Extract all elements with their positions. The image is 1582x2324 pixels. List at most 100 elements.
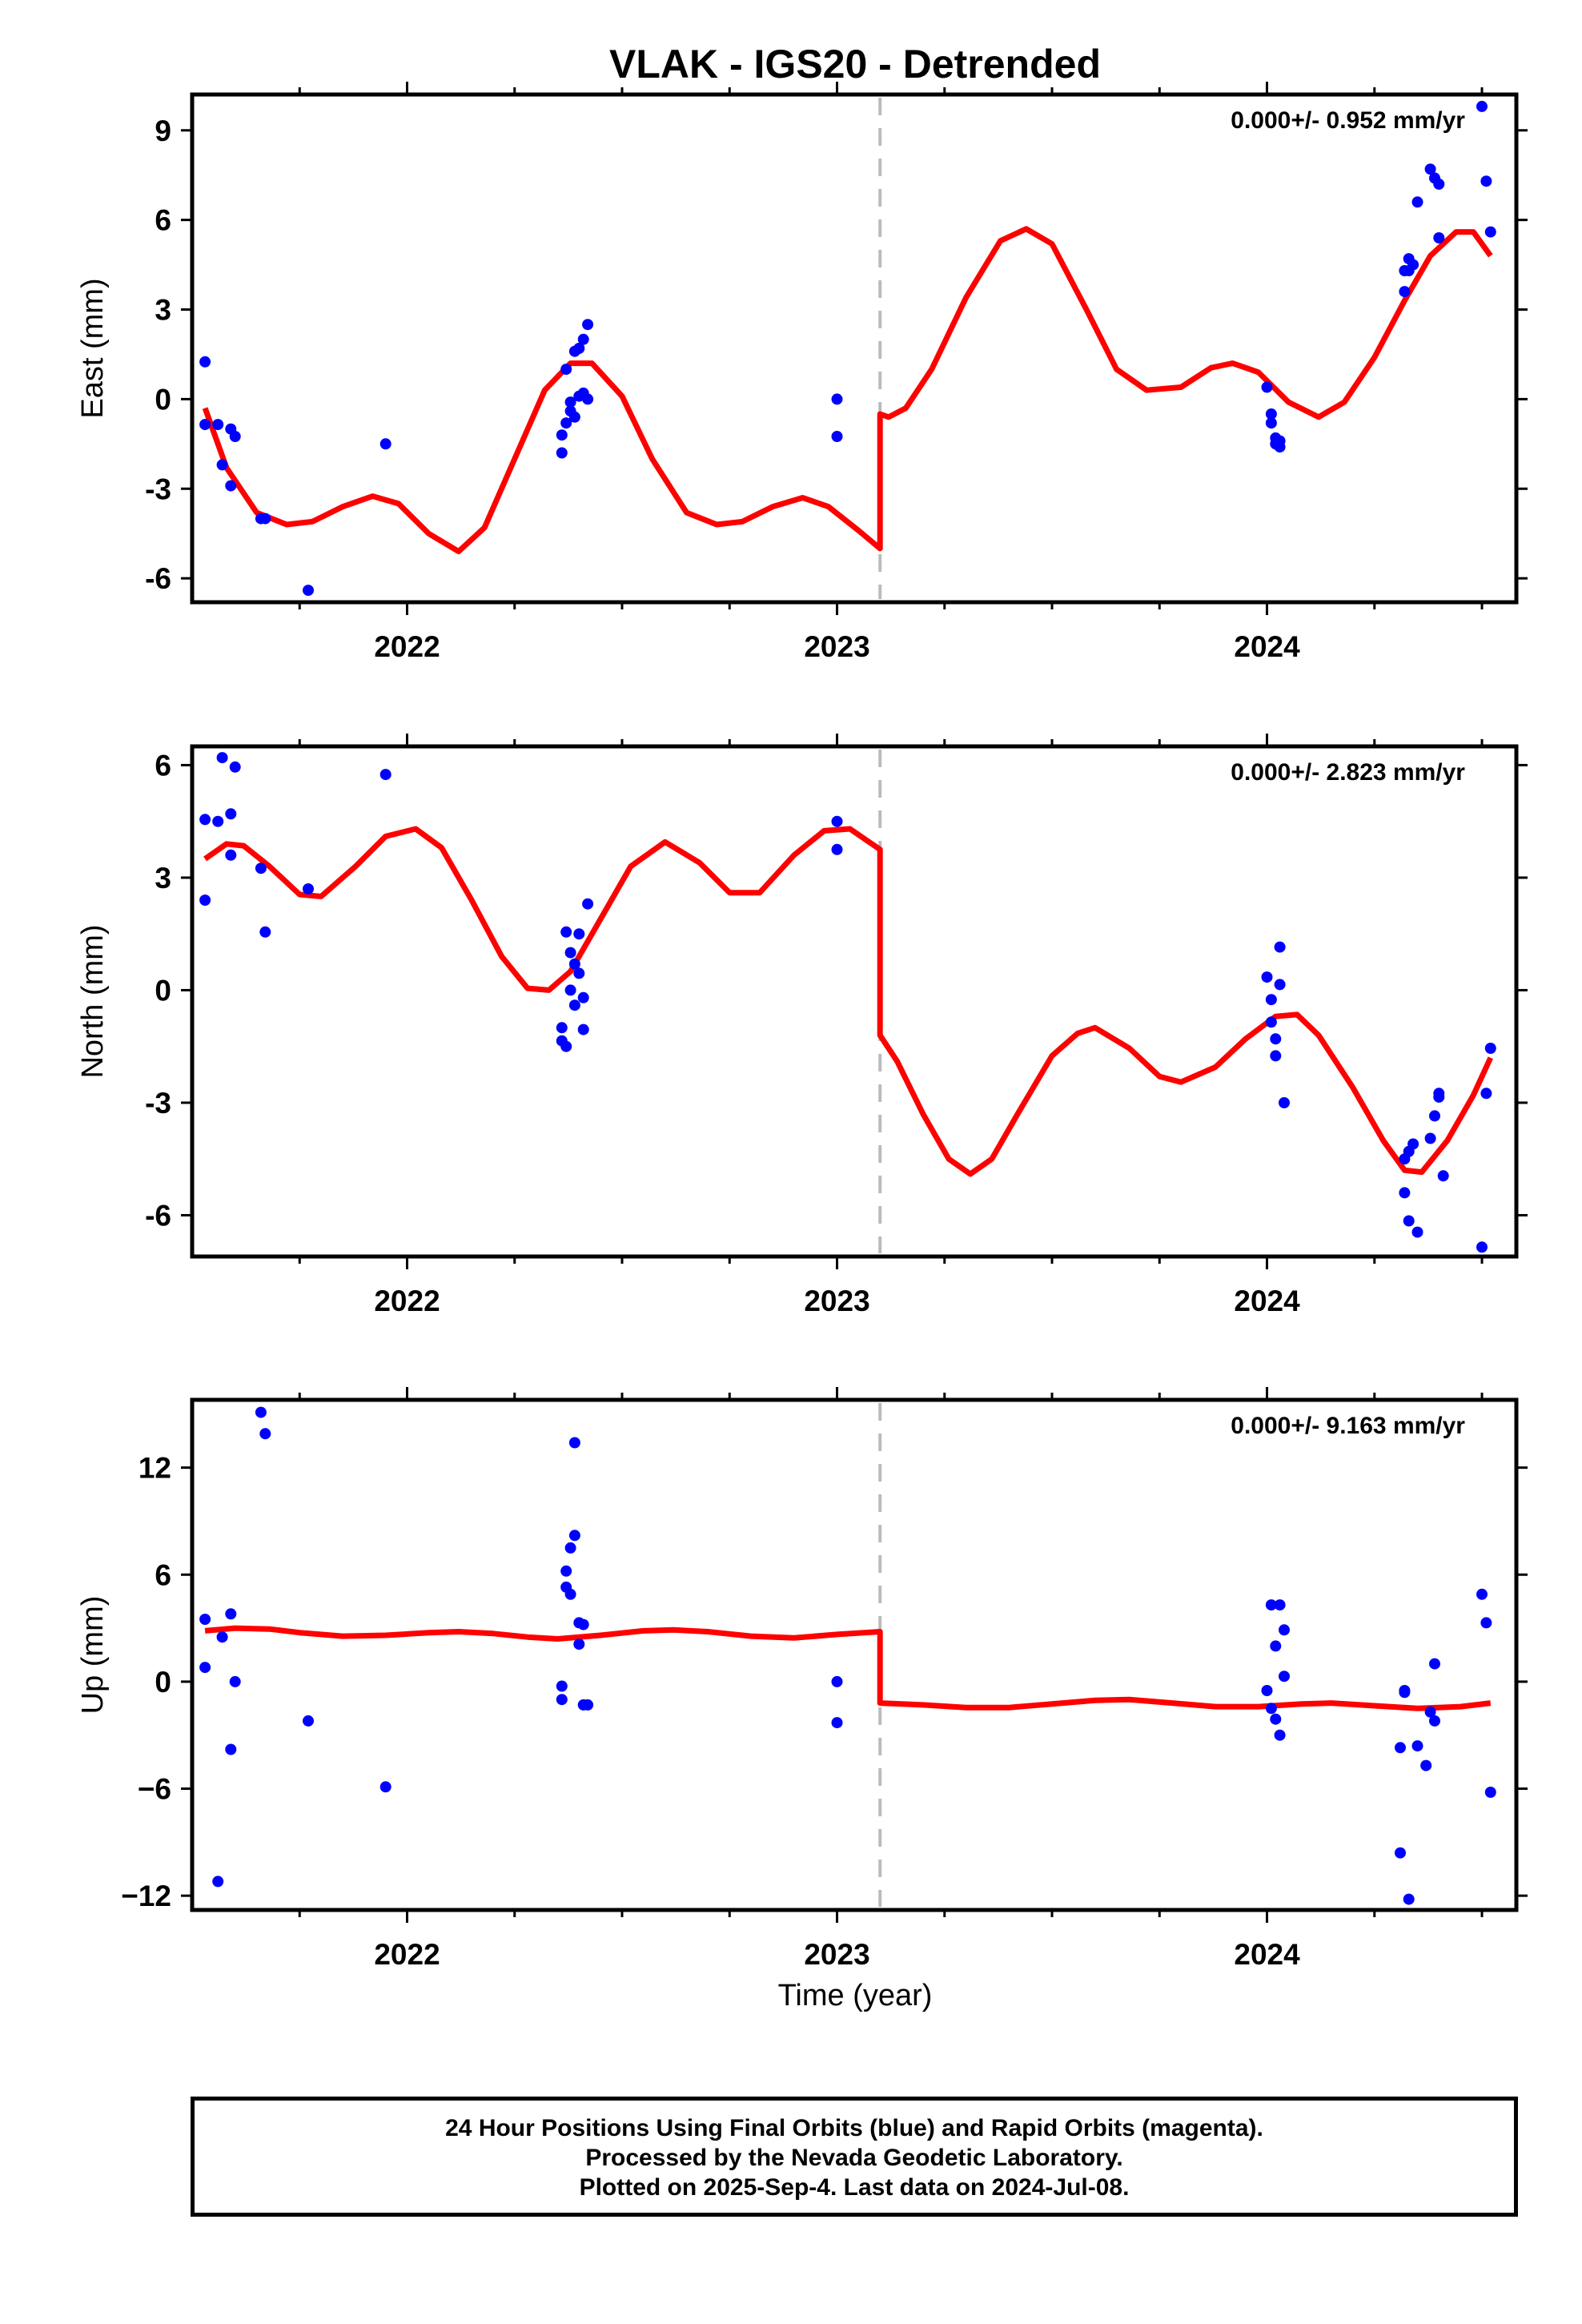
east-x-tick-label: 2022	[374, 630, 440, 663]
up-data-point	[831, 1717, 843, 1729]
up-data-point	[564, 1588, 576, 1600]
north-x-tick-label: 2024	[1234, 1285, 1300, 1317]
up-data-point	[1403, 1893, 1415, 1905]
up-data-point	[568, 1437, 580, 1449]
north-data-point	[577, 991, 589, 1003]
north-data-point	[255, 862, 267, 875]
north-data-point	[1270, 1050, 1282, 1062]
north-y-tick-label: 6	[155, 749, 171, 782]
up-y-tick-label: 0	[155, 1666, 171, 1699]
up-data-point	[1274, 1729, 1286, 1741]
up-data-point	[1395, 1742, 1406, 1754]
east-data-point	[1261, 381, 1273, 393]
up-data-point	[1484, 1787, 1496, 1798]
east-y-tick-label: 9	[155, 115, 171, 147]
north-data-point	[199, 814, 211, 826]
up-data-point	[560, 1565, 572, 1577]
north-data-point	[1411, 1226, 1423, 1238]
north-data-point	[582, 898, 594, 910]
east-panel: -6 -3 0 3 6 9 2022 2023 2024 0.000+/- 0.952 mm/yr…	[76, 82, 1528, 663]
east-data-point	[216, 459, 228, 471]
up-data-point	[225, 1743, 237, 1755]
up-data-point	[1476, 1588, 1488, 1600]
north-data-point	[229, 761, 241, 773]
x-axis-label: Time (year)	[778, 1979, 933, 2012]
up-data-point	[1424, 1706, 1436, 1718]
up-y-tick-label: −6	[138, 1773, 171, 1806]
north-data-point	[568, 999, 580, 1011]
up-data-point	[1274, 1599, 1286, 1611]
up-data-points	[199, 1406, 1496, 1905]
north-data-point	[577, 1023, 589, 1035]
east-data-points	[199, 100, 1496, 597]
up-data-point	[1480, 1617, 1492, 1629]
east-data-point	[831, 431, 843, 442]
north-x-tick-label: 2022	[374, 1285, 440, 1317]
east-y-tick-label: 6	[155, 204, 171, 237]
east-data-point	[831, 393, 843, 405]
up-data-point	[225, 1608, 237, 1620]
north-y-tick-label: 3	[155, 862, 171, 895]
north-data-point	[1279, 1097, 1290, 1108]
figure-title: VLAK - IGS20 - Detrended	[609, 42, 1101, 86]
east-data-point	[1480, 175, 1492, 187]
east-data-point	[1424, 163, 1436, 175]
up-y-axis-label: Up (mm)	[76, 1596, 110, 1715]
north-data-point	[379, 769, 391, 781]
east-data-point	[560, 364, 572, 376]
up-data-point	[199, 1614, 211, 1625]
up-data-point	[564, 1542, 576, 1554]
north-data-point	[1476, 1241, 1488, 1253]
north-data-point	[1429, 1110, 1440, 1122]
up-data-point	[1279, 1624, 1290, 1636]
up-panel: −12 −6 0 6 12 2022 2023 2024 0.000+/- 9.163 mm/y…	[76, 1387, 1528, 1971]
north-data-point	[303, 883, 314, 895]
up-data-point	[255, 1406, 267, 1418]
east-data-point	[560, 417, 572, 429]
north-data-points	[199, 752, 1496, 1253]
east-frame	[190, 92, 1519, 605]
east-data-point	[225, 480, 237, 492]
north-data-point	[573, 967, 585, 979]
up-data-point	[212, 1876, 224, 1888]
east-data-point	[573, 343, 585, 354]
east-data-point	[556, 447, 568, 459]
north-data-point	[1274, 979, 1286, 991]
east-data-point	[1433, 232, 1445, 243]
up-frame	[190, 1397, 1519, 1912]
north-data-point	[259, 926, 271, 938]
up-x-tick-label: 2024	[1234, 1938, 1300, 1971]
north-data-point	[560, 926, 572, 938]
east-data-point	[577, 333, 589, 345]
east-data-point	[212, 419, 224, 431]
east-data-point	[568, 411, 580, 423]
up-data-point	[1399, 1685, 1411, 1696]
north-y-tick-label: 0	[155, 974, 171, 1007]
north-model-fit-line	[203, 826, 1493, 1177]
up-data-point	[1279, 1671, 1290, 1683]
up-data-point	[216, 1631, 228, 1643]
up-data-point	[259, 1428, 271, 1440]
east-data-point	[199, 419, 211, 431]
north-data-point	[560, 1040, 572, 1052]
east-data-point	[1399, 286, 1411, 298]
up-data-point	[1395, 1847, 1406, 1859]
north-data-point	[216, 752, 228, 764]
up-rate-label: 0.000+/- 9.163 mm/yr	[1231, 1413, 1465, 1439]
up-x-tick-label: 2022	[374, 1938, 440, 1971]
up-data-point	[229, 1675, 241, 1687]
up-data-point	[1265, 1703, 1277, 1715]
up-data-point	[573, 1638, 585, 1651]
east-data-point	[303, 585, 314, 597]
up-data-point	[303, 1715, 314, 1727]
east-y-tick-label: -6	[145, 562, 171, 595]
up-model-fit-line	[204, 1625, 1492, 1711]
up-data-point	[568, 1530, 580, 1542]
up-data-point	[1265, 1599, 1277, 1611]
east-data-point	[1476, 100, 1488, 112]
up-data-point	[1270, 1713, 1282, 1725]
north-y-axis-label: North (mm)	[76, 924, 110, 1078]
north-data-point	[1274, 941, 1286, 953]
north-data-point	[564, 984, 576, 996]
north-data-point	[1399, 1187, 1411, 1199]
